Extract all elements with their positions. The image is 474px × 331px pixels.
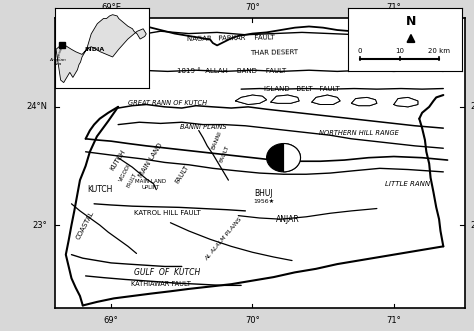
Text: INDIA: INDIA bbox=[84, 47, 104, 52]
Text: LITTLE RANN: LITTLE RANN bbox=[385, 181, 430, 187]
Text: 1956★: 1956★ bbox=[253, 199, 274, 204]
Text: 71°: 71° bbox=[386, 316, 401, 325]
Text: UPLIFT: UPLIFT bbox=[142, 185, 160, 190]
Text: N: N bbox=[406, 15, 416, 27]
Text: 23°: 23° bbox=[470, 220, 474, 230]
Polygon shape bbox=[271, 95, 299, 103]
Text: ISLAND   BELT   FAULT: ISLAND BELT FAULT bbox=[264, 86, 340, 92]
Text: KATROL HILL FAULT: KATROL HILL FAULT bbox=[134, 210, 201, 216]
Wedge shape bbox=[283, 144, 301, 172]
Text: BANNI PLAINS: BANNI PLAINS bbox=[180, 124, 226, 130]
Text: 70°: 70° bbox=[245, 316, 260, 325]
Polygon shape bbox=[236, 95, 266, 105]
Text: ANJAR: ANJAR bbox=[276, 215, 300, 224]
Circle shape bbox=[266, 144, 301, 172]
Polygon shape bbox=[312, 95, 340, 105]
Polygon shape bbox=[56, 15, 146, 83]
Text: KUTCH: KUTCH bbox=[87, 185, 112, 194]
Polygon shape bbox=[394, 97, 418, 107]
Polygon shape bbox=[351, 97, 377, 106]
Text: 24°: 24° bbox=[470, 102, 474, 111]
Text: Gujarat: Gujarat bbox=[55, 46, 64, 62]
Text: MAIN LAND: MAIN LAND bbox=[135, 179, 166, 184]
Text: 70°: 70° bbox=[245, 3, 260, 12]
Text: 0: 0 bbox=[357, 48, 362, 54]
Text: BANNI: BANNI bbox=[211, 130, 223, 150]
Text: AL ALALM PLAINS: AL ALALM PLAINS bbox=[205, 217, 244, 262]
Text: NAGAR   PARKAR    FAULT: NAGAR PARKAR FAULT bbox=[187, 34, 275, 42]
Text: FAULT: FAULT bbox=[127, 172, 138, 188]
Text: Arabian
Sea: Arabian Sea bbox=[49, 58, 66, 67]
Text: FAULT: FAULT bbox=[174, 164, 190, 184]
Text: NORTHERN HILL RANGE: NORTHERN HILL RANGE bbox=[319, 130, 398, 136]
Text: THAR DESERT: THAR DESERT bbox=[249, 49, 298, 56]
Text: KATHIAWAR FAULT: KATHIAWAR FAULT bbox=[131, 281, 191, 287]
Text: 10: 10 bbox=[395, 48, 404, 54]
Text: FAULT: FAULT bbox=[219, 145, 230, 164]
Text: VIGODI: VIGODI bbox=[118, 163, 132, 183]
Text: GREAT RANN OF KUTCH: GREAT RANN OF KUTCH bbox=[128, 100, 207, 106]
Text: COASTAL: COASTAL bbox=[75, 210, 96, 240]
Text: 24°N: 24°N bbox=[27, 102, 47, 111]
Text: BHUJ: BHUJ bbox=[255, 189, 273, 198]
Text: GULF  OF  KUTCH: GULF OF KUTCH bbox=[135, 268, 201, 277]
Text: 20 km: 20 km bbox=[428, 48, 450, 54]
Text: 1819 °  ALLAH    BAND    FAULT: 1819 ° ALLAH BAND FAULT bbox=[177, 69, 286, 74]
Text: 23°: 23° bbox=[33, 220, 47, 230]
Text: 69°E: 69°E bbox=[101, 3, 121, 12]
Text: 69°: 69° bbox=[104, 316, 118, 325]
Text: 71°: 71° bbox=[386, 3, 401, 12]
Text: MAIN LAND: MAIN LAND bbox=[137, 142, 164, 178]
Text: KUTCH: KUTCH bbox=[109, 149, 127, 171]
